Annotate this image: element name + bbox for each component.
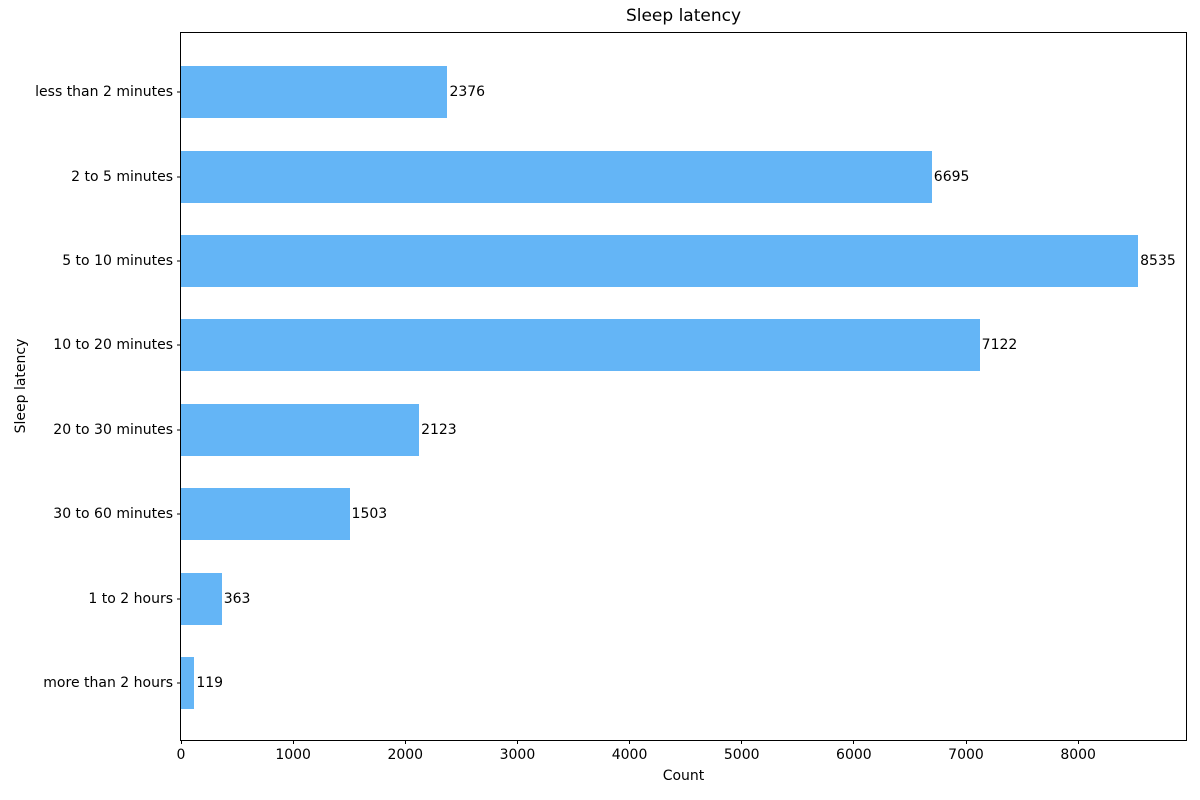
y-axis-label: Sleep latency — [13, 338, 29, 434]
bar — [181, 656, 195, 709]
bar-row: 1 to 2 hours 363 — [88, 556, 1186, 640]
y-tick-mark — [177, 260, 181, 262]
bar — [181, 572, 222, 625]
bar-row: 2 to 5 minutes 6695 — [71, 134, 1186, 218]
y-tick-label: 10 to 20 minutes — [53, 337, 173, 354]
x-axis: 0 1000 2000 3000 4000 5000 6000 7000 8000 — [177, 740, 1186, 770]
bar-value-label: 7122 — [981, 337, 1018, 354]
x-tick-mark — [741, 740, 743, 744]
x-tick-label: 4000 — [611, 747, 648, 763]
y-tick-label: 2 to 5 minutes — [71, 168, 173, 185]
x-tick-label: 8000 — [1060, 747, 1096, 763]
x-tick-mark — [292, 740, 294, 744]
bar-value-label: 2123 — [421, 421, 457, 438]
plot-rows: less than 2 minutes 2376 2 to 5 minutes 669… — [35, 33, 1186, 740]
x-tick-label: 1000 — [275, 747, 311, 763]
x-tick-label: 7000 — [948, 747, 984, 763]
bar-row: less than 2 minutes 2376 — [35, 50, 1186, 134]
bar-value-label: 363 — [223, 590, 251, 607]
bar — [181, 150, 932, 203]
bar-row: 20 to 30 minutes 2123 — [53, 388, 1186, 472]
x-tick-label: 0 — [176, 747, 186, 763]
bar-value-label: 119 — [196, 674, 224, 691]
y-tick-mark — [177, 344, 181, 346]
x-tick-mark — [1077, 740, 1079, 744]
bar — [181, 319, 980, 372]
y-tick-label: 5 to 10 minutes — [62, 252, 173, 269]
x-tick-mark — [516, 740, 518, 744]
bar — [181, 488, 350, 541]
bar-row: 5 to 10 minutes 8535 — [62, 219, 1186, 303]
plot-area: less than 2 minutes 2376 2 to 5 minutes 669… — [35, 32, 1187, 741]
bar-row: 10 to 20 minutes 7122 — [53, 303, 1186, 387]
x-tick-label: 3000 — [499, 747, 536, 763]
bar-value-label: 2376 — [449, 84, 486, 101]
y-tick-label: less than 2 minutes — [35, 84, 173, 101]
y-tick-label: more than 2 hours — [43, 674, 173, 691]
bar-row: more than 2 hours 119 — [43, 641, 1186, 725]
x-tick-label: 2000 — [387, 747, 424, 763]
y-tick-mark — [177, 513, 181, 515]
bar — [181, 403, 420, 456]
y-tick-label: 20 to 30 minutes — [53, 421, 173, 438]
bar-value-label: 8535 — [1140, 252, 1176, 269]
bar-row: 30 to 60 minutes 1503 — [53, 472, 1186, 556]
bar-value-label: 1503 — [351, 506, 388, 523]
x-tick-label: 6000 — [836, 747, 872, 763]
x-axis-label: Count — [662, 768, 705, 784]
x-tick-mark — [965, 740, 967, 744]
bar-value-label: 6695 — [933, 168, 970, 185]
y-tick-mark — [177, 91, 181, 93]
x-tick-label: 5000 — [723, 747, 760, 763]
y-tick-label: 1 to 2 hours — [88, 590, 173, 607]
bar — [181, 66, 448, 119]
x-tick-mark — [404, 740, 406, 744]
y-tick-mark — [177, 176, 181, 178]
y-tick-mark — [177, 682, 181, 684]
y-tick-label: 30 to 60 minutes — [53, 506, 173, 523]
x-tick-mark — [180, 740, 182, 744]
y-tick-mark — [177, 598, 181, 600]
x-tick-mark — [629, 740, 631, 744]
x-tick-mark — [853, 740, 855, 744]
y-tick-mark — [177, 429, 181, 431]
bar — [181, 234, 1139, 287]
chart-title: Sleep latency — [625, 6, 742, 26]
